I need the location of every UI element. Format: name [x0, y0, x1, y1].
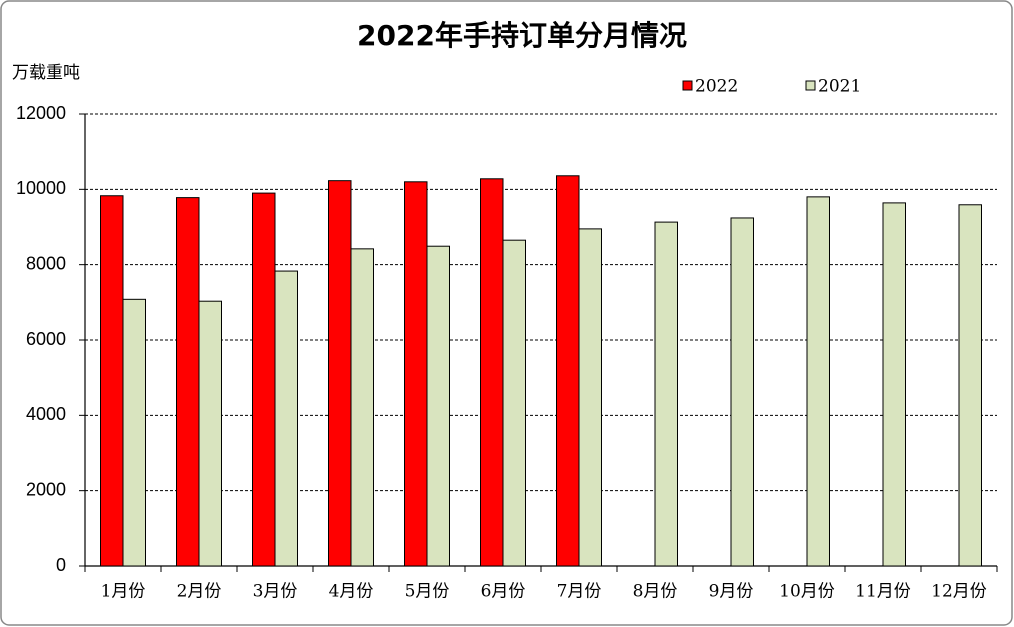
x-tick-label: 4月份 [329, 582, 374, 602]
x-tick-label: 11月份 [855, 582, 911, 602]
x-tick-label: 10月份 [779, 582, 835, 602]
x-tick-label: 9月份 [709, 582, 754, 602]
bar [426, 245, 450, 567]
bar [328, 180, 352, 567]
y-axis-label: 万载重吨 [12, 63, 80, 83]
x-tick-label: 7月份 [557, 582, 602, 602]
y-tick-label: 8000 [26, 253, 66, 273]
bar [654, 221, 678, 567]
x-tick-label: 3月份 [253, 582, 298, 602]
bar [198, 300, 222, 567]
bar [882, 202, 906, 567]
x-tick-label: 1月份 [101, 582, 146, 602]
bar [350, 248, 374, 567]
legend-swatch [805, 80, 816, 91]
bar [958, 204, 982, 567]
y-tick-label: 2000 [26, 479, 66, 499]
bar [578, 228, 602, 567]
bar [274, 270, 298, 567]
bar [556, 175, 580, 567]
legend-swatch [682, 80, 693, 91]
x-tick-label: 6月份 [481, 582, 526, 602]
y-tick-label: 0 [56, 555, 66, 575]
bar [122, 298, 146, 567]
x-tick-label: 8月份 [633, 582, 678, 602]
legend-label: 2022 [695, 77, 738, 97]
y-tick-label: 10000 [16, 178, 66, 198]
bar [404, 181, 428, 567]
chart-title: 2022年手持订单分月情况 [357, 19, 687, 52]
bar [100, 195, 124, 567]
x-tick-label: 2月份 [177, 582, 222, 602]
y-tick-label: 12000 [16, 103, 66, 123]
bar [176, 197, 200, 567]
y-tick-label: 4000 [26, 404, 66, 424]
x-tick-label: 12月份 [931, 582, 987, 602]
bar [806, 196, 830, 567]
bar [252, 192, 276, 567]
bar [502, 239, 526, 567]
bar [480, 178, 504, 567]
y-tick-label: 6000 [26, 329, 66, 349]
x-tick-label: 5月份 [405, 582, 450, 602]
bar [730, 217, 754, 567]
legend-label: 2021 [818, 77, 861, 97]
